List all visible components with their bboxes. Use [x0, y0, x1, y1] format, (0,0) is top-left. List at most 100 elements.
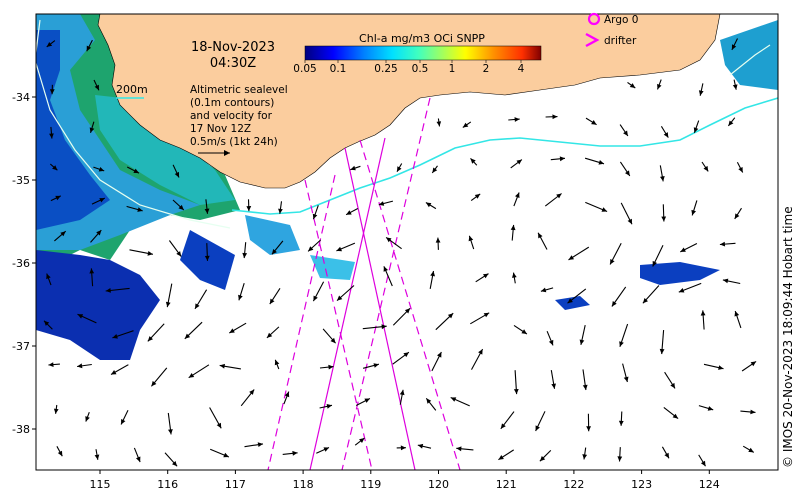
velocity-arrowhead — [147, 336, 153, 342]
velocity-arrowhead — [672, 413, 679, 419]
legend-line-3: and velocity for — [190, 110, 273, 122]
lat-tick-label: -38 — [12, 423, 30, 436]
velocity-arrowhead — [468, 235, 474, 242]
velocity-arrowhead — [312, 213, 318, 220]
velocity-arrowhead — [49, 89, 55, 95]
velocity-arrowhead — [598, 160, 604, 165]
velocity-arrowhead — [121, 419, 126, 425]
velocity-arrowhead — [49, 133, 54, 139]
velocity-arrowhead — [693, 127, 699, 133]
velocity-arrowhead — [707, 406, 714, 411]
velocity-arrowhead — [330, 337, 336, 344]
isobath-200m-east — [729, 44, 771, 76]
velocity-arrowhead — [381, 324, 387, 330]
velocity-arrowhead — [512, 272, 517, 278]
velocity-arrowhead — [94, 84, 99, 91]
velocity-arrowhead — [328, 364, 334, 370]
velocity-arrowhead — [86, 45, 92, 52]
velocity-arrowhead — [172, 461, 178, 467]
velocity-arrowhead — [308, 246, 314, 252]
latitude-axis: -34 -35 -36 -37 -38 — [12, 91, 36, 436]
velocity-arrowhead — [478, 349, 483, 355]
velocity-arrowhead — [516, 159, 522, 165]
velocity-arrowhead — [350, 165, 356, 171]
velocity-arrowhead — [483, 273, 489, 279]
velocity-arrowhead — [470, 158, 476, 164]
velocity-arrowhead — [111, 370, 117, 375]
velocity-arrowhead — [659, 348, 665, 355]
velocity-arrowhead — [98, 167, 105, 172]
velocity-arrowhead — [734, 311, 740, 317]
velocity-arrowhead — [44, 320, 50, 326]
legend-line-5: 0.5m/s (1kt 24h) — [190, 136, 278, 148]
colorbar: Chl-a mg/m3 OCi SNPP 0.05 0.1 0.25 0.5 1 2 4 — [293, 32, 542, 75]
velocity-arrowhead — [269, 298, 275, 305]
velocity-arrowhead — [397, 166, 402, 172]
velocity-arrowhead — [223, 452, 229, 458]
velocity-arrowhead — [400, 445, 406, 451]
velocity-arrowhead — [700, 310, 706, 316]
velocity-arrowhead — [336, 246, 342, 252]
velocity-arrowhead — [670, 382, 675, 389]
velocity-arrowhead — [538, 232, 543, 239]
velocity-arrowhead — [417, 443, 424, 449]
velocity-arrowhead — [513, 389, 519, 395]
velocity-arrowhead — [257, 442, 263, 447]
velocity-arrowhead — [112, 334, 118, 339]
lat-tick-label: -35 — [12, 174, 30, 187]
velocity-arrowhead — [551, 383, 556, 389]
velocity-arrowhead — [610, 259, 615, 265]
velocity-arrowhead — [582, 384, 588, 390]
velocity-arrowhead — [432, 167, 438, 173]
velocity-arrowhead — [617, 456, 623, 462]
velocity-arrowhead — [403, 352, 409, 358]
velocity-arrowhead — [96, 230, 102, 236]
velocity-arrowhead — [89, 127, 95, 133]
velocity-arrowhead — [732, 84, 738, 90]
velocity-arrowhead — [55, 195, 61, 201]
velocity-arrowhead — [652, 260, 657, 267]
velocity-arrowhead — [582, 454, 588, 460]
velocity-arrowhead — [718, 365, 724, 370]
colorbar-tick-label: 0.25 — [374, 63, 397, 75]
credit-text: © IMOS 20-Nov-2023 18:09:44 Hobart time — [781, 206, 795, 468]
lon-tick-label: 124 — [699, 478, 720, 491]
velocity-arrowhead — [404, 308, 411, 314]
velocity-arrowhead — [337, 295, 343, 301]
velocity-arrowhead — [216, 422, 222, 429]
colorbar-tick-label: 1 — [449, 63, 456, 75]
velocity-arrowhead — [618, 420, 624, 426]
velocity-arrowhead — [750, 361, 757, 367]
velocity-arrowhead — [703, 165, 709, 172]
velocity-arrowhead — [386, 237, 392, 243]
velocity-arrowhead — [77, 363, 83, 369]
lat-tick-label: -36 — [12, 257, 30, 270]
isobath-200m — [36, 19, 231, 229]
velocity-arrowhead — [266, 332, 273, 338]
velocity-arrowhead — [85, 416, 90, 422]
velocity-arrowhead — [174, 171, 179, 178]
velocity-arrowhead — [663, 132, 669, 138]
lon-tick-label: 118 — [293, 478, 314, 491]
time-label: 04:30Z — [210, 56, 256, 71]
velocity-arrowhead — [462, 122, 469, 128]
velocity-arrowhead — [535, 425, 540, 431]
colorbar-tick-label: 4 — [518, 63, 525, 75]
legend-line-4: 17 Nov 12Z — [190, 123, 251, 135]
velocity-arrowhead — [399, 389, 405, 396]
velocity-arrowhead — [249, 389, 255, 395]
velocity-arrowhead — [364, 398, 370, 403]
velocity-arrowhead — [176, 251, 182, 257]
velocity-arrowhead — [556, 193, 562, 199]
velocity-arrowhead — [474, 193, 481, 199]
velocity-arrowhead — [698, 90, 704, 96]
velocity-arrowhead — [623, 130, 628, 136]
velocity-arrowhead — [271, 249, 277, 255]
argo-marker-icon — [587, 12, 601, 26]
velocity-arrowhead — [383, 266, 388, 272]
colorbar-title: Chl-a mg/m3 OCi SNPP — [359, 32, 485, 45]
velocity-arrowhead — [136, 456, 141, 463]
velocity-arrowhead — [313, 295, 318, 302]
velocity-arrowhead — [619, 341, 624, 347]
